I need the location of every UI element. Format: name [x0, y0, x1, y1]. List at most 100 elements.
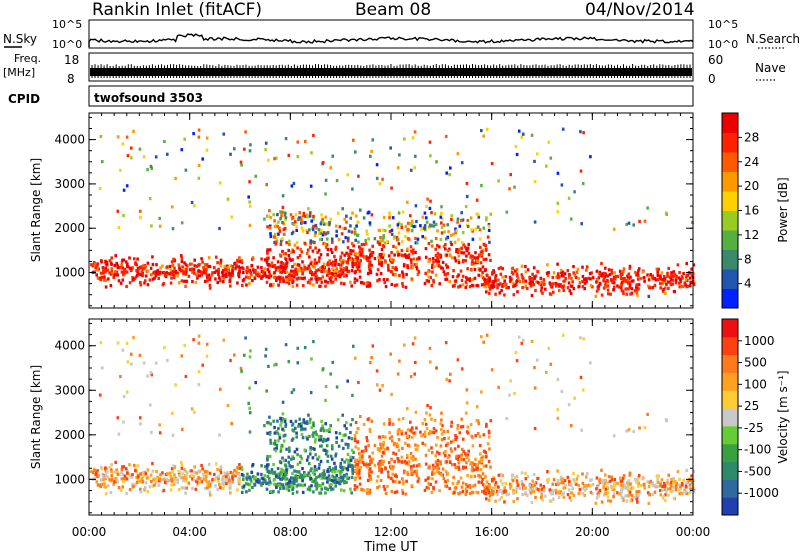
power-echo-cell [300, 250, 304, 254]
velocity-echo-cell [243, 353, 246, 357]
power-echo-cell [600, 273, 604, 278]
velocity-echo-cell [297, 470, 300, 474]
power-echo-cell [487, 278, 490, 282]
velocity-echo-cell [315, 468, 318, 472]
power-echo-cell [598, 281, 602, 286]
power-echo-cell [294, 267, 297, 271]
velocity-echo-cell [434, 429, 438, 433]
power-echo-cell [532, 283, 536, 287]
velocity-echo-cell [311, 471, 315, 475]
power-echo-cell [427, 225, 431, 229]
velocity-echo-cell [397, 417, 401, 422]
power-echo-cell [160, 271, 164, 275]
power-echo-cell [446, 223, 449, 227]
power-echo-cell [406, 200, 409, 204]
power-echo-cell [99, 134, 103, 139]
velocity-echo-cell [476, 463, 480, 467]
velocity-echo-cell [427, 486, 430, 490]
velocity-colorbar-tick-label: -25 [744, 421, 764, 435]
velocity-echo-cell [330, 482, 333, 486]
velocity-echo-cell [214, 484, 217, 488]
power-echo-cell [307, 207, 310, 211]
power-echo-cell [625, 222, 628, 226]
velocity-echo-cell [389, 352, 392, 356]
power-echo-cell [273, 264, 277, 268]
velocity-echo-cell [476, 466, 479, 470]
power-echo-cell [589, 155, 592, 159]
velocity-echo-cell [539, 483, 543, 487]
power-echo-cell [322, 222, 326, 226]
power-echo-cell [325, 222, 329, 226]
velocity-echo-cell [356, 440, 359, 444]
velocity-echo-cell [613, 484, 617, 488]
power-echo-cell [186, 264, 189, 268]
power-echo-cell [319, 231, 323, 235]
velocity-echo-cell [425, 427, 429, 431]
velocity-echo-cell [266, 455, 269, 459]
velocity-echo-cell [314, 453, 317, 457]
power-echo-cell [465, 247, 468, 251]
power-echo-cell [280, 265, 283, 270]
power-echo-cell [326, 273, 329, 277]
power-echo-cell [333, 254, 336, 259]
velocity-echo-cell [632, 430, 635, 434]
velocity-echo-cell [245, 476, 248, 480]
power-echo-cell [150, 224, 153, 228]
power-echo-cell [326, 280, 330, 285]
velocity-echo-cell [233, 469, 236, 473]
velocity-echo-cell [557, 479, 560, 483]
velocity-echo-cell [357, 380, 360, 385]
power-echo-cell [389, 146, 392, 150]
velocity-echo-cell [434, 454, 437, 458]
power-echo-cell [460, 211, 463, 215]
velocity-echo-cell [607, 475, 611, 479]
velocity-echo-cell [180, 466, 184, 470]
velocity-echo-cell [390, 392, 393, 396]
power-echo-cell [203, 279, 207, 283]
velocity-echo-cell [318, 463, 321, 467]
power-echo-cell [278, 253, 282, 257]
power-echo-cell [144, 274, 148, 278]
velocity-echo-cell [363, 463, 366, 467]
velocity-echo-cell [411, 342, 415, 346]
power-echo-cell [552, 271, 556, 275]
power-echo-cell [134, 262, 137, 266]
velocity-echo-cell [267, 469, 271, 473]
velocity-echo-cell [160, 478, 164, 482]
velocity-echo-cell [489, 419, 493, 423]
power-echo-cell [659, 286, 662, 290]
power-echo-cell [396, 250, 400, 254]
velocity-echo-cell [600, 480, 604, 484]
velocity-echo-cell [326, 478, 330, 482]
nave-tick-bottom: 0 [708, 72, 716, 86]
velocity-echo-cell [488, 498, 491, 502]
velocity-echo-cell [379, 464, 382, 469]
velocity-echo-cell [281, 456, 284, 460]
velocity-echo-cell [626, 481, 629, 485]
velocity-echo-cell [473, 462, 476, 467]
power-echo-cell [236, 259, 240, 263]
power-echo-cell [242, 277, 246, 281]
power-echo-cell [368, 248, 371, 252]
power-echo-cell [196, 276, 199, 280]
power-echo-cell [331, 263, 334, 267]
power-echo-cell [363, 256, 366, 260]
velocity-echo-cell [551, 489, 555, 493]
velocity-echo-cell [634, 477, 637, 481]
velocity-echo-cell [651, 481, 654, 485]
power-echo-cell [202, 271, 206, 275]
power-colorbar-segment [722, 249, 738, 270]
power-echo-cell [409, 214, 412, 218]
power-echo-cell [529, 284, 533, 288]
velocity-echo-cell [335, 385, 339, 389]
velocity-echo-cell [338, 477, 341, 481]
power-echo-cell [313, 261, 316, 266]
velocity-echo-cell [428, 464, 431, 468]
power-echo-cell [563, 272, 567, 276]
velocity-echo-cell [494, 483, 497, 487]
velocity-echo-cell [283, 433, 287, 437]
power-echo-cell [583, 287, 586, 291]
power-echo-cell [499, 266, 503, 270]
power-echo-cell [244, 275, 248, 279]
